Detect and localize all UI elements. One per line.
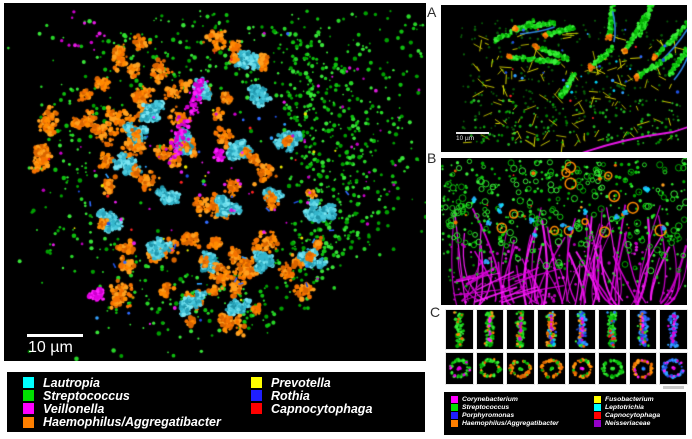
panel-c-thumbnail-image [507, 310, 534, 349]
color-swatch [594, 395, 601, 403]
color-swatch [23, 390, 34, 402]
taxon-label: Haemophilus/Aggregatibacter [43, 415, 221, 430]
taxon-label: Neisseriaceae [605, 420, 651, 428]
taxon-label: Capnocytophaga [605, 411, 661, 419]
taxon-label: Capnocytophaga [271, 401, 373, 416]
legend-item: Veillonella [23, 401, 221, 416]
color-swatch [23, 377, 34, 389]
panel-a-micrograph: 10 µm [440, 4, 688, 153]
panel-a-image [441, 5, 687, 152]
scale-bar [456, 132, 489, 134]
panel-c-thumbnail [659, 352, 688, 385]
main-micrograph-image [4, 3, 426, 361]
legend-item: Streptococcus [451, 403, 559, 411]
panel-c-thumbnail [445, 352, 474, 385]
taxon-label: Leptotrichia [605, 403, 644, 411]
scale-bar-label: 10 µm [456, 135, 475, 142]
panel-c-thumbnail-image [476, 310, 504, 349]
legend-item: Corynebacterium [451, 395, 559, 403]
panel-c-thumbnail [506, 309, 535, 350]
panel-c-thumbnail [628, 352, 658, 385]
panel-b-micrograph [440, 157, 688, 306]
legend-item: Fusobacterium [594, 395, 660, 403]
side-legend-column-2: Fusobacterium Leptotrichia Capnocytophag… [594, 395, 660, 428]
panel-c-thumbnail [567, 352, 597, 385]
scale-bar [27, 334, 83, 337]
color-swatch [594, 420, 601, 428]
color-swatch [451, 420, 458, 428]
panel-c-thumbnail [475, 352, 505, 385]
scale-bar [663, 386, 684, 389]
panel-c-thumbnail [445, 309, 474, 350]
side-legend-column-1: Corynebacterium Streptococcus Porphyromo… [451, 395, 559, 428]
panel-c-thumbnail-image [629, 310, 657, 349]
panel-c-thumbnail-image [660, 353, 687, 384]
panel-c-thumbnail [598, 352, 627, 385]
legend-item: Haemophilus/Aggregatibacter [451, 420, 559, 428]
legend-item: Haemophilus/Aggregatibacter [23, 415, 221, 430]
panel-c-thumbnail-image [446, 310, 473, 349]
main-legend-column-1: Lautropia Streptococcus Veillonella Haem… [23, 376, 221, 429]
panel-c-thumbnail-image [629, 353, 657, 384]
panel-c-thumbnail-image [537, 353, 565, 384]
color-swatch [594, 411, 601, 419]
taxon-label: Streptococcus [43, 388, 130, 403]
panel-c-thumbnail [506, 352, 535, 385]
panel-label-b: B [427, 150, 437, 166]
legend-item: Neisseriaceae [594, 420, 660, 428]
side-legend: Corynebacterium Streptococcus Porphyromo… [443, 391, 687, 436]
panel-label-a: A [427, 4, 437, 20]
panel-c-thumbnail-image [568, 353, 596, 384]
panel-c-thumbnail-image [446, 353, 473, 384]
panel-c-thumbnail [598, 309, 627, 350]
color-swatch [251, 377, 262, 389]
panel-c-thumbnail [475, 309, 505, 350]
panel-c-thumbnail-image [476, 353, 504, 384]
taxon-label: Corynebacterium [462, 395, 518, 403]
main-legend-column-2: Prevotella Rothia Capnocytophaga [251, 376, 372, 416]
taxon-label: Haemophilus/Aggregatibacter [462, 420, 559, 428]
panel-c-thumbnail-image [537, 310, 565, 349]
panel-c-thumbnail-image [599, 353, 626, 384]
main-micrograph-panel: 10 µm [2, 1, 428, 363]
color-swatch [251, 403, 262, 415]
color-swatch [23, 416, 34, 428]
panel-c-thumbnail [628, 309, 658, 350]
color-swatch [451, 403, 458, 411]
taxon-label: Porphyromonas [462, 411, 515, 419]
panel-c-thumbnail [536, 309, 566, 350]
legend-item: Capnocytophaga [251, 401, 373, 416]
legend-item: Capnocytophaga [594, 411, 660, 419]
legend-item: Leptotrichia [594, 403, 660, 411]
panel-c-thumbnail [567, 309, 597, 350]
taxon-label: Fusobacterium [605, 395, 654, 403]
color-swatch [451, 411, 458, 419]
panel-c-thumbnail-image [660, 310, 687, 349]
taxon-label: Prevotella [271, 375, 331, 390]
scale-bar-label: 10 µm [28, 339, 73, 356]
color-swatch [594, 403, 601, 411]
panel-c-thumbnail-image [568, 310, 596, 349]
legend-item: Rothia [251, 388, 372, 403]
panel-c-thumbnail [659, 309, 688, 350]
legend-item: Lautropia [23, 375, 221, 390]
panel-c-thumbnail-image [599, 310, 626, 349]
panel-c-thumbnail-grid [445, 309, 688, 385]
taxon-label: Streptococcus [462, 403, 510, 411]
main-legend: Lautropia Streptococcus Veillonella Haem… [5, 370, 427, 434]
legend-item: Streptococcus [23, 388, 221, 403]
color-swatch [251, 390, 262, 402]
legend-item: Porphyromonas [451, 411, 559, 419]
panel-label-c: C [430, 304, 441, 320]
taxon-label: Veillonella [43, 401, 105, 416]
color-swatch [23, 403, 34, 415]
panel-c-thumbnail-image [507, 353, 534, 384]
taxon-label: Rothia [271, 388, 310, 403]
panel-c-thumbnail [536, 352, 566, 385]
color-swatch [451, 395, 458, 403]
legend-item: Prevotella [251, 375, 372, 390]
panel-b-image [441, 158, 687, 305]
taxon-label: Lautropia [43, 375, 100, 390]
